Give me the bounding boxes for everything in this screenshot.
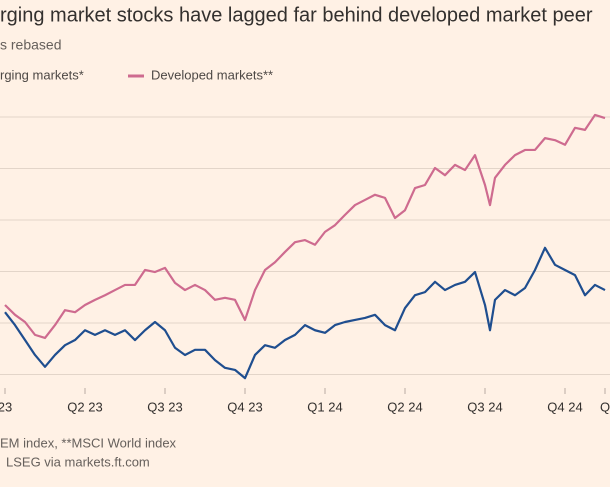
chart-subtitle: s rebased [0, 37, 61, 53]
x-tick-label: Q4 23 [227, 399, 262, 414]
series-line [4, 113, 606, 340]
x-tick-label: Q4 24 [547, 399, 582, 414]
x-tick-label: 23 [0, 399, 12, 414]
x-tick-label: Q3 23 [147, 399, 182, 414]
x-tick-label: Q1 24 [307, 399, 342, 414]
legend-label: rging markets* [0, 67, 84, 82]
legend-label: Developed markets** [151, 67, 273, 82]
x-tick-label: Q3 24 [467, 399, 502, 414]
x-tick-label: Q2 23 [67, 399, 102, 414]
series-line [4, 246, 606, 380]
footnote: EM index, **MSCI World index [0, 435, 177, 450]
chart-title: rging market stocks have lagged far behi… [0, 4, 593, 26]
x-tick-label: Q [600, 399, 610, 414]
source: LSEG via markets.ft.com [6, 454, 150, 469]
x-tick-label: Q2 24 [387, 399, 422, 414]
